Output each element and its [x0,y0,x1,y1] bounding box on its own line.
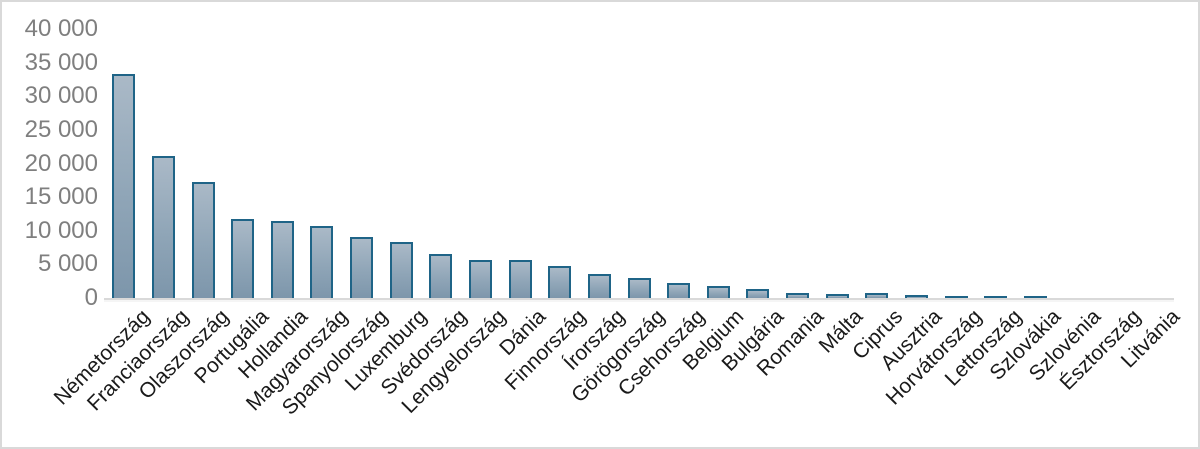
bar [905,295,928,298]
bar [786,293,809,298]
bar [628,278,651,298]
bar [271,221,294,298]
bar [945,296,968,298]
bar [746,289,769,298]
bar [588,274,611,298]
y-axis-tick-label: 5 000 [37,250,98,278]
bar [826,294,849,298]
bar [984,296,1007,298]
y-axis-tick-label: 10 000 [24,216,98,244]
x-axis-line [104,298,1174,300]
bar [707,286,730,298]
y-axis-tick-label: 20 000 [24,149,98,177]
bar [350,237,373,298]
bar [310,226,333,298]
y-axis-tick-label: 25 000 [24,115,98,143]
y-axis-tick-label: 35 000 [24,48,98,76]
bar [509,260,532,298]
bar [390,242,413,298]
bar [112,74,135,298]
bar [667,283,690,298]
bar [1024,296,1047,298]
bar [548,266,571,298]
y-axis-tick-label: 30 000 [24,82,98,110]
y-axis-tick-label: 15 000 [24,183,98,211]
y-axis-tick-label: 0 [84,284,98,311]
bar [192,182,215,298]
bar [429,254,452,298]
bar [152,156,175,298]
bar [865,293,888,298]
bar [469,260,492,298]
bar [231,219,254,298]
y-axis-tick-label: 40 000 [24,15,98,42]
